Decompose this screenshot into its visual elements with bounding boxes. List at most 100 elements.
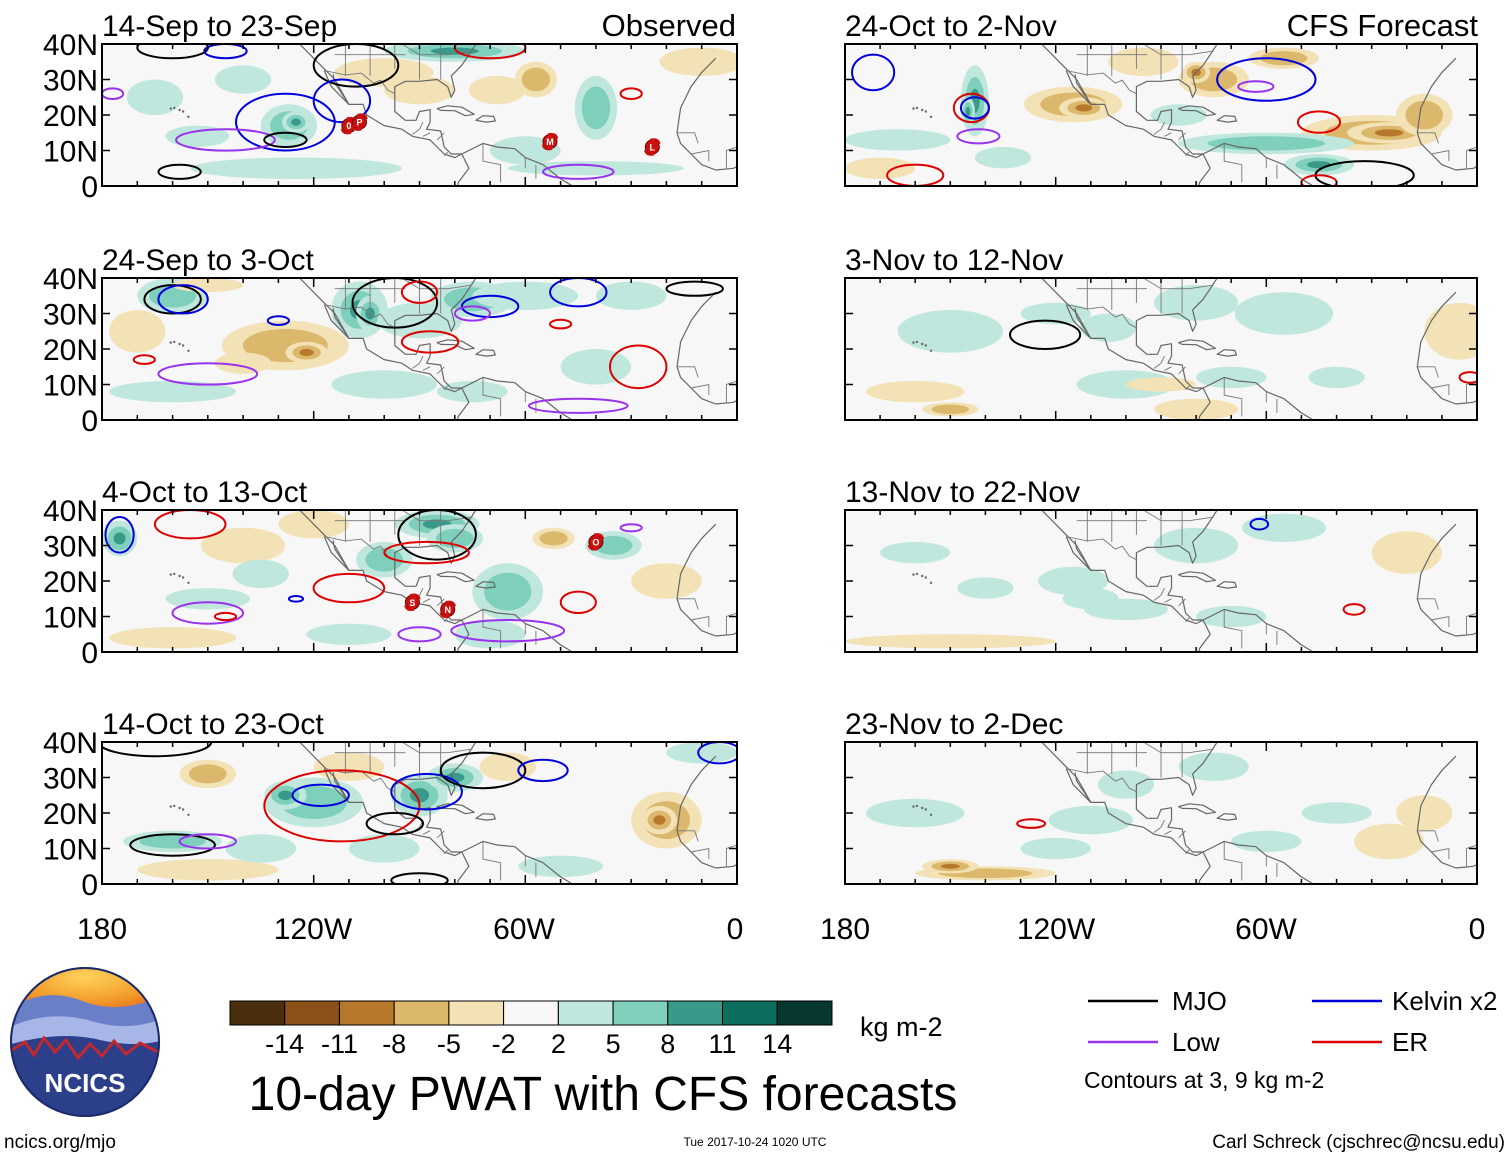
- border: [443, 849, 449, 855]
- border: [1139, 278, 1214, 290]
- coastline: [299, 510, 470, 652]
- panel-ticks: [844, 277, 1478, 421]
- border: [677, 598, 699, 610]
- border: [397, 278, 473, 290]
- contour-line: [263, 131, 308, 149]
- coastline: [1135, 327, 1315, 420]
- moist-anomaly: [306, 623, 392, 645]
- contour-line: [1296, 110, 1342, 134]
- moist-anomaly: [666, 742, 737, 764]
- moist-anomaly: [1196, 605, 1267, 628]
- legend-label-er: ER: [1392, 1027, 1428, 1057]
- island: [169, 107, 172, 110]
- borders: [1066, 510, 1477, 649]
- lon-label-120w: 120W: [1017, 913, 1096, 946]
- border: [1185, 385, 1190, 391]
- contour-line: [665, 280, 724, 297]
- contour-line: [203, 44, 248, 60]
- svg-text:N: N: [444, 605, 451, 615]
- island: [436, 339, 475, 351]
- colorbar-units: kg m-2: [860, 1012, 943, 1042]
- colorbar-swatch: [722, 1000, 778, 1026]
- moist-anomaly: [518, 855, 603, 877]
- contour-line: [266, 315, 290, 326]
- island: [173, 106, 176, 110]
- dry-anomaly: [334, 58, 434, 87]
- border: [1417, 366, 1439, 378]
- panel-ticks: [101, 509, 738, 653]
- border: [412, 121, 424, 135]
- legend-label-low: Low: [1172, 1027, 1220, 1057]
- lat-label: 0: [81, 869, 98, 902]
- border: [1139, 44, 1214, 56]
- coastline: [394, 93, 574, 186]
- coastline: [299, 44, 470, 186]
- border: [677, 830, 699, 842]
- moist-anomaly: [1154, 285, 1239, 321]
- contour-line: [559, 590, 597, 615]
- moist-anomaly: [595, 281, 667, 310]
- legend-note: Contours at 3, 9 kg m-2: [1084, 1067, 1324, 1093]
- colorbar-tick-label: 11: [708, 1029, 736, 1059]
- contour-line: [549, 318, 573, 330]
- panel-ticks: [844, 43, 1478, 187]
- border: [397, 44, 473, 56]
- footer-url[interactable]: ncics.org/mjo: [4, 1132, 116, 1153]
- border: [691, 149, 710, 162]
- border: [1223, 143, 1243, 183]
- border: [1164, 598, 1172, 603]
- coastline: [1135, 742, 1219, 796]
- coastlines: [169, 44, 737, 186]
- coastline: [1135, 278, 1219, 332]
- border: [1153, 355, 1165, 369]
- island: [173, 804, 176, 808]
- island: [1216, 115, 1238, 123]
- border: [1185, 617, 1190, 623]
- panel-period-label: 4-Oct to 13-Oct: [102, 476, 308, 509]
- island: [915, 804, 919, 808]
- lat-label: 20N: [43, 334, 98, 367]
- colorbar-tick-label: 2: [551, 1029, 566, 1059]
- border: [1139, 742, 1214, 754]
- moist-anomaly: [1231, 830, 1302, 853]
- lon-label-180: 180: [77, 913, 127, 946]
- contour-line: [312, 78, 372, 124]
- moist-anomaly: [581, 86, 611, 130]
- contour-line: [351, 278, 439, 329]
- island: [169, 573, 172, 576]
- moist-anomaly: [1020, 302, 1091, 325]
- border: [725, 612, 737, 635]
- contour-line: [1216, 57, 1317, 102]
- island: [915, 106, 919, 110]
- border: [1185, 151, 1190, 157]
- coastline: [394, 44, 478, 98]
- dry-anomaly: [539, 531, 568, 546]
- contour-line: [619, 87, 643, 101]
- border: [1139, 510, 1214, 522]
- border: [412, 355, 424, 369]
- contour-line: [1249, 517, 1270, 531]
- panel-ticks: [101, 741, 738, 885]
- island: [178, 342, 181, 346]
- lat-label: 0: [81, 637, 98, 670]
- footer-timestamp: Tue 2017-10-24 1020 UTC: [684, 1135, 827, 1149]
- island: [921, 108, 924, 112]
- dry-anomaly: [137, 859, 279, 881]
- moist-anomaly: [957, 577, 1014, 599]
- colorbar-swatch: [557, 1000, 614, 1026]
- moist-anomaly: [1307, 161, 1331, 169]
- coastline: [1416, 523, 1477, 637]
- moist-anomaly: [1234, 292, 1334, 335]
- border: [1223, 377, 1243, 417]
- coastline: [676, 755, 737, 869]
- colorbar-tick-label: -14: [265, 1029, 304, 1059]
- colorbar-swatch: [229, 1000, 286, 1026]
- dry-anomaly: [631, 563, 702, 599]
- coastline: [1135, 93, 1315, 186]
- contour-legend: MJO Kelvin x2 Low ER Contours at 3, 9 kg…: [1084, 986, 1498, 1093]
- borders: [1066, 742, 1477, 881]
- moist-anomaly: [1048, 805, 1133, 835]
- lat-label: 30N: [43, 65, 98, 98]
